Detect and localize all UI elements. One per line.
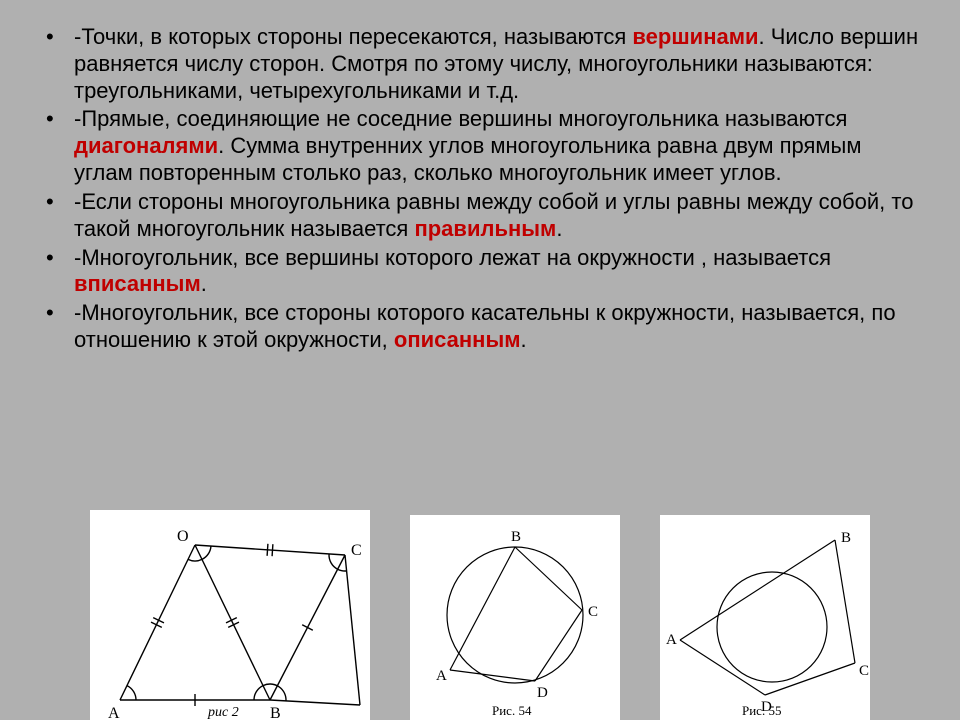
text-run: . — [556, 216, 562, 241]
svg-text:рис 2: рис 2 — [207, 705, 239, 720]
slide: -Точки, в которых стороны пересекаются, … — [0, 0, 960, 720]
svg-text:B: B — [511, 529, 521, 545]
highlight-term: правильным — [414, 216, 556, 241]
svg-text:B: B — [270, 705, 281, 720]
bullet-item: -Многоугольник, все вершины которого леж… — [40, 245, 920, 299]
svg-text:C: C — [588, 604, 598, 620]
svg-text:A: A — [436, 668, 447, 684]
svg-text:C: C — [351, 542, 362, 559]
text-run: -Прямые, соединяющие не соседние вершины… — [74, 106, 847, 131]
svg-text:C: C — [859, 663, 869, 679]
text-run: . — [521, 327, 527, 352]
bullet-item: -Точки, в которых стороны пересекаются, … — [40, 24, 920, 104]
svg-text:A: A — [666, 632, 677, 648]
bullet-item: -Если стороны многоугольника равны между… — [40, 189, 920, 243]
bullet-item: -Прямые, соединяющие не соседние вершины… — [40, 106, 920, 186]
highlight-term: диагоналями — [74, 133, 218, 158]
figure-row: A B O Cрис 2 A B C D Рис. 54 A B C D Рис. 55 — [0, 490, 960, 720]
figure-1: A B O Cрис 2 — [90, 510, 370, 720]
svg-text:Рис. 55: Рис. 55 — [742, 703, 781, 718]
highlight-term: вершинами — [632, 24, 758, 49]
text-run: . — [201, 271, 207, 296]
bullet-list: -Точки, в которых стороны пересекаются, … — [40, 24, 920, 354]
figure-2: A B C D Рис. 54 — [410, 515, 620, 720]
text-run: -Многоугольник, все вершины которого леж… — [74, 245, 831, 270]
svg-text:D: D — [537, 685, 548, 701]
svg-text:O: O — [177, 528, 189, 545]
bullet-item: -Многоугольник, все стороны которого кас… — [40, 300, 920, 354]
highlight-term: вписанным — [74, 271, 201, 296]
highlight-term: описанным — [394, 327, 521, 352]
figure-3: ABCDРис. 55 — [660, 515, 870, 720]
text-run: -Точки, в которых стороны пересекаются, … — [74, 24, 632, 49]
svg-text:A: A — [108, 705, 120, 720]
svg-text:B: B — [841, 530, 851, 546]
svg-text:Рис. 54: Рис. 54 — [492, 703, 532, 718]
